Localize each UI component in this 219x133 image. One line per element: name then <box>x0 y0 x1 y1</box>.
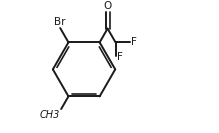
Text: Br: Br <box>54 17 65 27</box>
Text: F: F <box>131 37 136 47</box>
Text: CH3: CH3 <box>40 110 60 120</box>
Text: O: O <box>104 1 112 11</box>
Text: F: F <box>117 52 122 62</box>
